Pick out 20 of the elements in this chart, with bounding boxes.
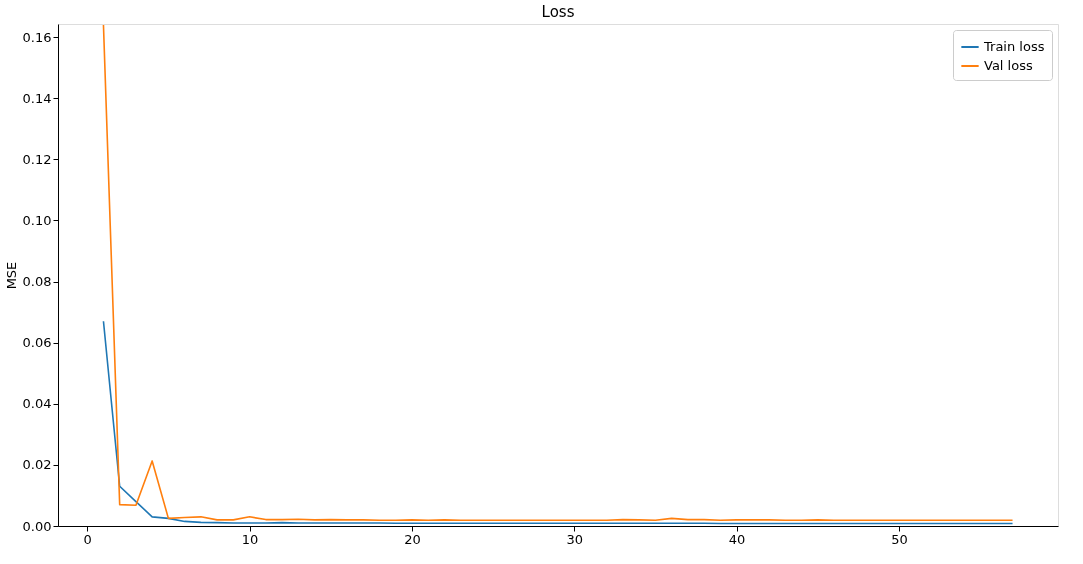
x-tick-label: 40 xyxy=(728,531,746,547)
line-series xyxy=(102,320,1014,525)
x-tick-label: 30 xyxy=(566,531,584,547)
x-tick-label: 10 xyxy=(241,531,259,547)
chart-title: Loss xyxy=(541,3,575,21)
legend-label: Val loss xyxy=(984,58,1033,73)
y-axis-title: MSE xyxy=(3,261,19,290)
y-tick-label: 0.10 xyxy=(22,212,52,228)
y-tick-label: 0.02 xyxy=(22,457,52,473)
y-tick-label: 0.14 xyxy=(22,90,52,106)
y-tick-label: 0.12 xyxy=(22,151,52,167)
x-tick-label: 20 xyxy=(404,531,421,547)
x-tick-label: 50 xyxy=(891,531,908,547)
x-tick-label: 0 xyxy=(83,531,92,547)
y-tick-label: 0.08 xyxy=(22,274,52,290)
y-tick-label: 0.06 xyxy=(22,335,52,351)
y-tick-label: 0.00 xyxy=(22,518,52,534)
y-tick-label: 0.04 xyxy=(22,396,52,412)
legend-label: Train loss xyxy=(983,39,1045,54)
y-tick-label: 0.16 xyxy=(22,29,52,45)
